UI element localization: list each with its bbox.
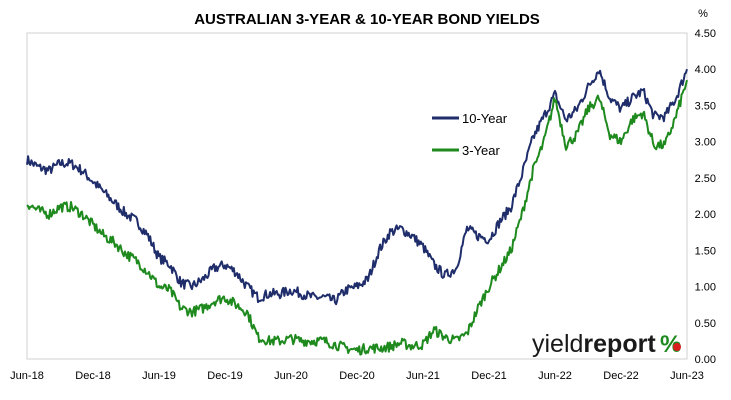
y-tick-label: 0.50 [695, 318, 716, 330]
x-tick-label: Jun-19 [142, 370, 176, 382]
chart-title: AUSTRALIAN 3-YEAR & 10-YEAR BOND YIELDS [194, 11, 540, 28]
series-lines [26, 68, 688, 356]
legend: 10-Year 3-Year [432, 111, 508, 158]
series-line-10-year [26, 68, 688, 306]
logo-yield-text: yield [532, 330, 583, 358]
yieldreport-logo: yieldreport % [532, 330, 681, 358]
x-tick-label: Dec-22 [603, 370, 638, 382]
y-tick-label: 4.00 [695, 64, 716, 76]
x-tick-label: Dec-20 [339, 370, 374, 382]
x-tick-label: Jun-21 [406, 370, 440, 382]
plot-area [26, 32, 688, 360]
legend-label-3-year: 3-Year [462, 143, 500, 158]
series-line-3-year [26, 79, 688, 356]
legend-label-10-year: 10-Year [462, 111, 508, 126]
svg-text:yieldreport: yieldreport [532, 330, 656, 358]
x-tick-label: Dec-18 [75, 370, 110, 382]
x-tick-label: Jun-23 [670, 370, 704, 382]
x-tick-labels: Jun-18 Dec-18 Jun-19 Dec-19 Jun-20 Dec-20 Jun-… [10, 370, 704, 382]
x-tick-label: Dec-19 [207, 370, 242, 382]
y-tick-label: 1.00 [695, 282, 716, 294]
y-axis-label: % [698, 8, 708, 20]
y-tick-label: 3.50 [695, 100, 716, 112]
x-tick-label: Jun-22 [538, 370, 572, 382]
x-tick-label: Jun-20 [274, 370, 308, 382]
logo-report-text: report [583, 330, 656, 358]
y-tick-label: 1.50 [695, 245, 716, 257]
x-tick-label: Jun-18 [10, 370, 44, 382]
logo-percent-icon: % [660, 331, 681, 358]
y-tick-label: 4.50 [695, 28, 716, 40]
y-tick-label: 2.00 [695, 209, 716, 221]
y-tick-label: 0.00 [695, 354, 716, 366]
y-tick-label: 3.00 [695, 137, 716, 149]
y-tick-labels: 0.00 0.50 1.00 1.50 2.00 2.50 3.00 3.50 4.00 4.50 [695, 28, 716, 366]
logo-percent-dot-icon [673, 343, 681, 351]
x-tick-label: Dec-21 [471, 370, 506, 382]
y-tick-label: 2.50 [695, 173, 716, 185]
